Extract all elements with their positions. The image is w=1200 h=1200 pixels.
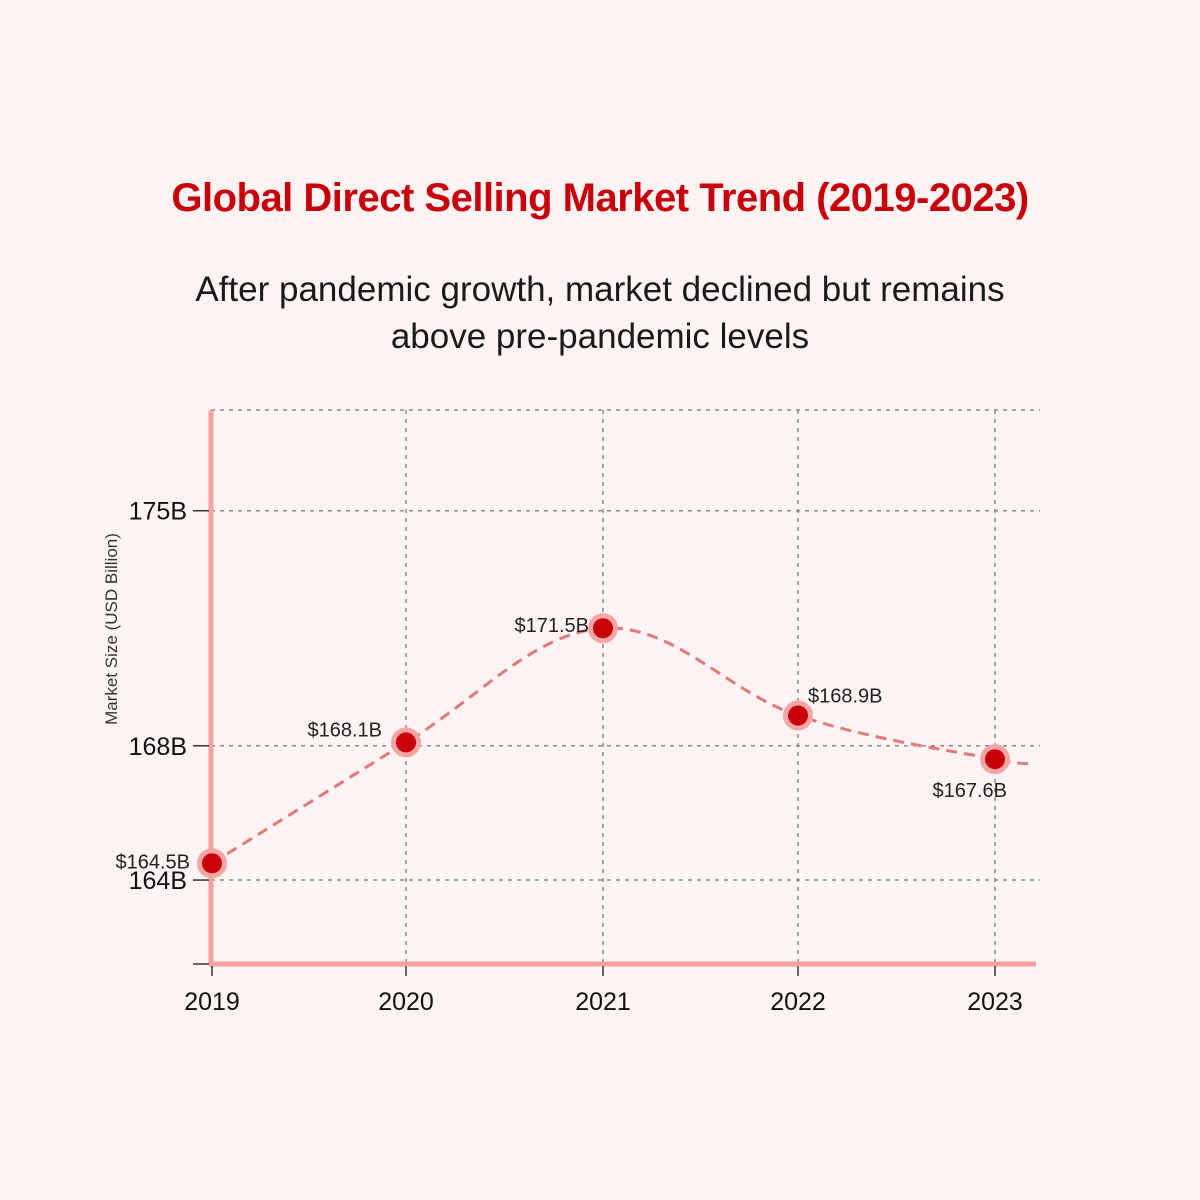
y-axis-label: Market Size (USD Billion) bbox=[102, 533, 121, 725]
data-point bbox=[985, 749, 1005, 770]
subtitle-line-1: After pandemic growth, market declined b… bbox=[195, 270, 1005, 309]
x-ticks: 2019 2020 2021 2022 2023 bbox=[184, 966, 1023, 1016]
x-tick-label: 2021 bbox=[575, 988, 631, 1016]
grid-lines bbox=[211, 409, 1040, 964]
subtitle-line-2: above pre-pandemic levels bbox=[390, 317, 810, 356]
axes bbox=[193, 410, 1036, 967]
x-tick-label: 2020 bbox=[378, 988, 434, 1016]
chart-subtitle: After pandemic growth, market declined b… bbox=[150, 266, 1050, 360]
x-tick-label: 2019 bbox=[184, 988, 240, 1016]
data-label: $168.9B bbox=[808, 686, 883, 708]
data-point bbox=[396, 732, 416, 753]
data-label: $168.1B bbox=[307, 719, 382, 741]
y-tick-label: 175B bbox=[129, 498, 187, 526]
data-point bbox=[788, 705, 808, 726]
y-tick-label: 168B bbox=[129, 733, 187, 761]
data-label: $167.6B bbox=[932, 780, 1007, 802]
y-tick-label: 164B bbox=[129, 867, 187, 895]
data-point bbox=[202, 853, 222, 874]
data-labels: $164.5B $168.1B $171.5B $168.9B $167.6B bbox=[115, 615, 1007, 873]
chart-title: Global Direct Selling Market Trend (2019… bbox=[171, 176, 1029, 220]
data-points bbox=[197, 613, 1010, 879]
data-point bbox=[593, 618, 613, 639]
series-line bbox=[211, 626, 1035, 865]
data-label: $171.5B bbox=[514, 615, 589, 637]
data-label: $164.5B bbox=[115, 851, 190, 873]
x-tick-label: 2023 bbox=[967, 988, 1023, 1016]
x-tick-label: 2022 bbox=[770, 988, 826, 1016]
y-ticks: 164B 168B 175B bbox=[129, 498, 209, 895]
